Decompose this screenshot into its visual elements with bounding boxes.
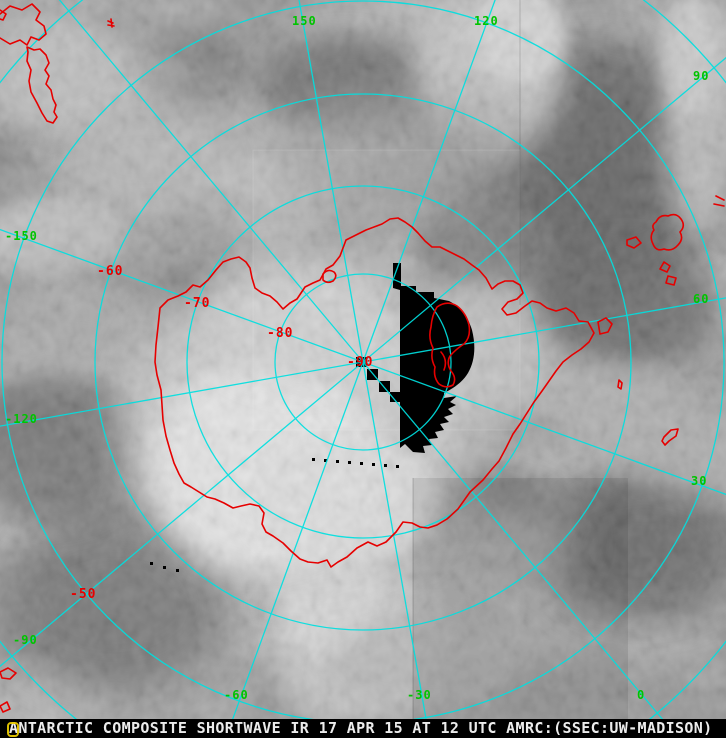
caption-bar: ANTARCTIC COMPOSITE SHORTWAVE IR 17 APR …: [0, 719, 726, 738]
lat-label: -70: [184, 296, 210, 311]
kerguelen-islands: [650, 195, 725, 286]
lat-label: -80: [267, 326, 293, 341]
south-georgia-island: [661, 428, 679, 446]
coast-under-missing-data: [429, 302, 471, 388]
station-marker-icon: [7, 722, 19, 737]
lon-label: 120: [474, 14, 499, 28]
lon-label: 60: [693, 292, 709, 306]
caption-text: ANTARCTIC COMPOSITE SHORTWAVE IR 17 APR …: [9, 719, 713, 737]
lon-label: -120: [5, 412, 38, 426]
coastal-island: [322, 269, 337, 284]
antarctica-coastline: [154, 217, 595, 568]
lon-label: -60: [224, 688, 249, 702]
lon-label: -90: [13, 633, 38, 647]
longitude-labels: 150 120 90 60 30 0 -30 -60 -90 -120 -150: [5, 14, 709, 702]
islands-east: [597, 236, 642, 335]
lat-label: -50: [70, 587, 96, 602]
latitude-labels: -50 -60 -70 -80 -90: [70, 264, 373, 602]
lon-label: -30: [407, 688, 432, 702]
lat-label: -90: [347, 355, 373, 370]
new-zealand-coastline: [0, 3, 58, 124]
lon-label: -150: [5, 229, 38, 243]
lon-label: 30: [691, 474, 707, 488]
lat-label: -60: [97, 264, 123, 279]
lon-label: 0: [637, 688, 645, 702]
lon-label: 90: [693, 69, 709, 83]
coastline-overlay: [0, 3, 725, 713]
lon-label: 150: [292, 14, 317, 28]
missing-scanline-dots: [150, 458, 399, 572]
small-island-fragments: [0, 18, 623, 713]
